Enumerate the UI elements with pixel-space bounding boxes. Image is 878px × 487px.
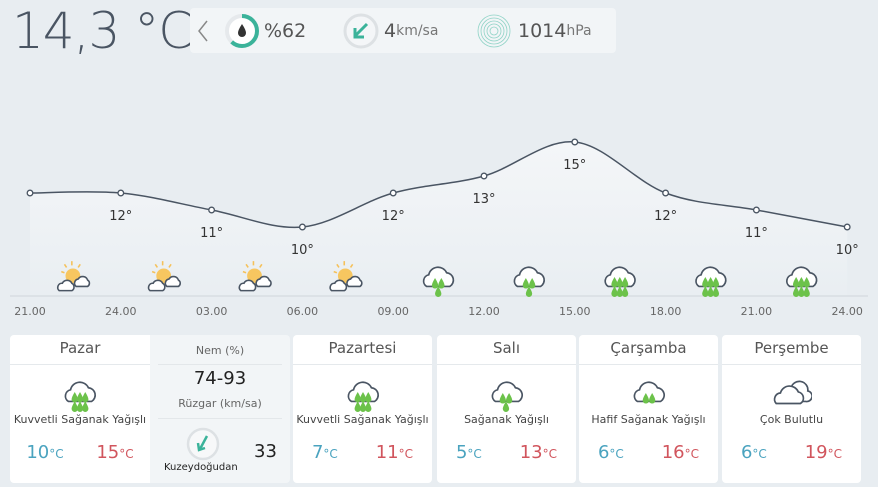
rain-heavy-icon	[347, 381, 379, 412]
high-temp: 19°C	[804, 442, 843, 463]
high-temp: 15°C	[96, 442, 134, 463]
temperature-point[interactable]	[389, 189, 397, 197]
pressure-item: 1014 hPa	[476, 8, 592, 53]
temperature-point[interactable]	[117, 189, 125, 197]
partly-sunny-icon	[57, 261, 91, 292]
current-conditions-bar: %62 4 km/sa 1014 hPa	[190, 8, 616, 53]
day-card-3[interactable]: Çarşamba Hafif Sağanak Yağışlı 6°C 16°C	[579, 335, 718, 483]
cloudy-icon	[773, 380, 812, 405]
temperature-label: 13°	[472, 192, 495, 207]
x-tick-label: 03.00	[196, 305, 228, 318]
pressure-icon	[477, 14, 511, 47]
day-description: Hafif Sağanak Yağışlı	[591, 413, 706, 426]
partly-sunny-icon	[238, 261, 272, 292]
day-detail-panel: Nem (%) 74-93 Rüzgar (km/sa) Kuzeydoğuda…	[150, 335, 290, 483]
x-tick-label: 18.00	[650, 305, 682, 318]
day-name: Çarşamba	[579, 335, 718, 365]
day-card-1[interactable]: Pazartesi Kuvvetli Sağanak Yağışlı 7°C 1…	[293, 335, 432, 483]
rain-3-icon	[695, 266, 727, 297]
low-temp: 10°C	[26, 442, 64, 463]
humidity-drop-icon	[225, 13, 259, 48]
rain-2-icon	[422, 266, 455, 297]
temperature-point[interactable]	[26, 189, 34, 197]
current-temperature: 14,3 °C	[12, 2, 193, 60]
x-tick-label: 24.00	[105, 305, 137, 318]
low-temp: 6°C	[597, 442, 624, 463]
x-tick-label: 21.00	[741, 305, 773, 318]
temperature-point[interactable]	[480, 172, 488, 180]
high-temp: 11°C	[375, 442, 414, 463]
x-tick-label: 12.00	[468, 305, 500, 318]
partly-sunny-icon	[329, 261, 363, 292]
temperature-label: 15°	[563, 158, 586, 173]
wind-speed: 33	[254, 441, 277, 462]
temperature-point[interactable]	[298, 223, 306, 231]
day-name: Pazartesi	[293, 335, 432, 365]
temperature-label: 12°	[109, 209, 132, 224]
temperature-label: 12°	[382, 209, 405, 224]
low-temp: 7°C	[311, 442, 338, 463]
pressure-unit: hPa	[566, 22, 592, 39]
wind-item: 4 km/sa	[342, 8, 438, 53]
low-temp: 5°C	[455, 442, 482, 463]
day-description: Çok Bulutlu	[759, 413, 824, 426]
temperature-label: 10°	[836, 243, 859, 258]
day-card-2[interactable]: Salı Sağanak Yağışlı 5°C 13°C	[437, 335, 576, 483]
partly-sunny-icon	[147, 261, 181, 292]
rain-icon	[491, 381, 523, 412]
temperature-label: 10°	[291, 243, 314, 258]
temperature-point[interactable]	[208, 206, 216, 214]
day-card-4[interactable]: Perşembe Çok Bulutlu 6°C 19°C	[722, 335, 861, 483]
day-card-0[interactable]: Pazar Kuvvetli Sağanak Yağışlı 10°C 15°C	[10, 335, 150, 483]
temperature-area	[30, 141, 848, 296]
high-temp: 16°C	[661, 442, 700, 463]
rain-2-icon	[513, 266, 546, 297]
wind-value: 4	[384, 19, 397, 42]
low-temp: 6°C	[740, 442, 767, 463]
humidity-item: %62	[224, 8, 306, 53]
temperature-point[interactable]	[662, 189, 670, 197]
x-tick-label: 06.00	[287, 305, 319, 318]
day-description: Kuvvetli Sağanak Yağışlı	[13, 413, 147, 426]
hourly-temperature-chart: 21.00 12° 24.00 11° 03.00 10° 06.00 12° 09.00 13°…	[10, 138, 868, 318]
temperature-point[interactable]	[571, 138, 579, 146]
wind-unit: km/sa	[396, 22, 439, 39]
humidity-range: 74-93	[193, 368, 247, 389]
temperature-point[interactable]	[843, 223, 851, 231]
temperature-label: 11°	[745, 226, 768, 241]
humidity-label: Nem (%)	[195, 344, 245, 357]
temperature-label: 12°	[654, 209, 677, 224]
rain-3-icon	[786, 266, 818, 297]
temperature-label: 11°	[200, 226, 223, 241]
x-tick-label: 24.00	[831, 305, 863, 318]
day-name: Salı	[437, 335, 576, 365]
rain-light-icon	[633, 381, 665, 404]
day-name: Perşembe	[722, 335, 861, 365]
x-tick-label: 09.00	[377, 305, 409, 318]
wind-arrow-icon	[343, 13, 379, 48]
high-temp: 13°C	[519, 442, 558, 463]
wind-label: Rüzgar (km/sa)	[178, 397, 262, 410]
rain-heavy-icon	[64, 381, 97, 412]
humidity-value: %62	[264, 19, 307, 42]
day-description: Kuvvetli Sağanak Yağışlı	[296, 413, 429, 426]
day-name: Pazar	[10, 335, 150, 365]
temperature-point[interactable]	[752, 206, 760, 214]
day-description: Sağanak Yağışlı	[464, 413, 549, 426]
wind-direction-icon	[186, 427, 220, 461]
wind-direction: Kuzeydoğudan	[164, 462, 238, 473]
temperature-line	[29, 141, 848, 229]
rain-3-icon	[604, 266, 636, 297]
chevron-left-icon[interactable]	[196, 8, 210, 53]
x-tick-label: 21.00	[14, 305, 46, 318]
x-tick-label: 15.00	[559, 305, 591, 318]
pressure-value: 1014	[518, 19, 567, 42]
